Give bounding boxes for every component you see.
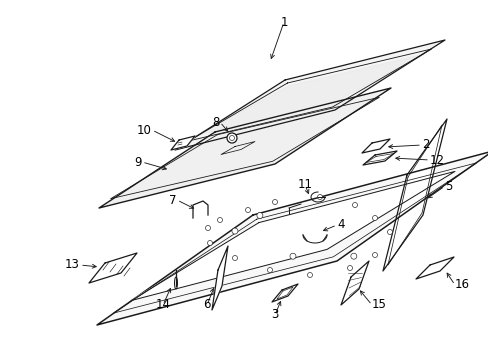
Circle shape xyxy=(386,230,392,234)
Circle shape xyxy=(256,212,263,219)
Text: 4: 4 xyxy=(336,219,344,231)
Circle shape xyxy=(217,217,222,222)
Circle shape xyxy=(205,225,210,230)
Circle shape xyxy=(229,135,234,140)
Polygon shape xyxy=(340,261,368,305)
Text: 3: 3 xyxy=(271,309,278,321)
Polygon shape xyxy=(171,136,195,150)
Circle shape xyxy=(352,202,357,207)
Polygon shape xyxy=(175,40,444,150)
Text: 6: 6 xyxy=(203,298,210,311)
Polygon shape xyxy=(99,88,390,208)
Circle shape xyxy=(272,199,277,204)
Text: 13: 13 xyxy=(65,258,80,271)
Polygon shape xyxy=(89,253,137,283)
Text: 14: 14 xyxy=(155,298,170,311)
Circle shape xyxy=(307,273,312,278)
Polygon shape xyxy=(97,151,488,325)
Circle shape xyxy=(231,228,238,234)
Circle shape xyxy=(232,256,237,261)
Circle shape xyxy=(267,267,272,273)
Circle shape xyxy=(372,216,377,220)
Polygon shape xyxy=(212,246,227,310)
Polygon shape xyxy=(131,171,454,301)
Polygon shape xyxy=(415,257,453,279)
Polygon shape xyxy=(382,119,446,271)
Polygon shape xyxy=(195,54,424,136)
Circle shape xyxy=(350,253,356,259)
Text: 8: 8 xyxy=(212,116,220,129)
Polygon shape xyxy=(361,139,389,153)
Text: 2: 2 xyxy=(421,139,428,152)
Circle shape xyxy=(347,266,352,270)
Text: 12: 12 xyxy=(429,153,444,166)
Circle shape xyxy=(289,253,295,259)
Text: 1: 1 xyxy=(280,15,287,28)
Text: 9: 9 xyxy=(134,156,142,168)
Text: 10: 10 xyxy=(137,123,152,136)
Polygon shape xyxy=(362,151,396,165)
Text: 7: 7 xyxy=(169,194,177,207)
Circle shape xyxy=(226,133,237,143)
Text: 5: 5 xyxy=(444,180,451,193)
Circle shape xyxy=(317,194,322,199)
Text: 16: 16 xyxy=(454,279,469,292)
Circle shape xyxy=(372,252,377,257)
Text: 11: 11 xyxy=(297,179,312,192)
Text: 15: 15 xyxy=(371,298,386,311)
Circle shape xyxy=(245,207,250,212)
Polygon shape xyxy=(271,284,297,302)
Circle shape xyxy=(207,240,212,246)
